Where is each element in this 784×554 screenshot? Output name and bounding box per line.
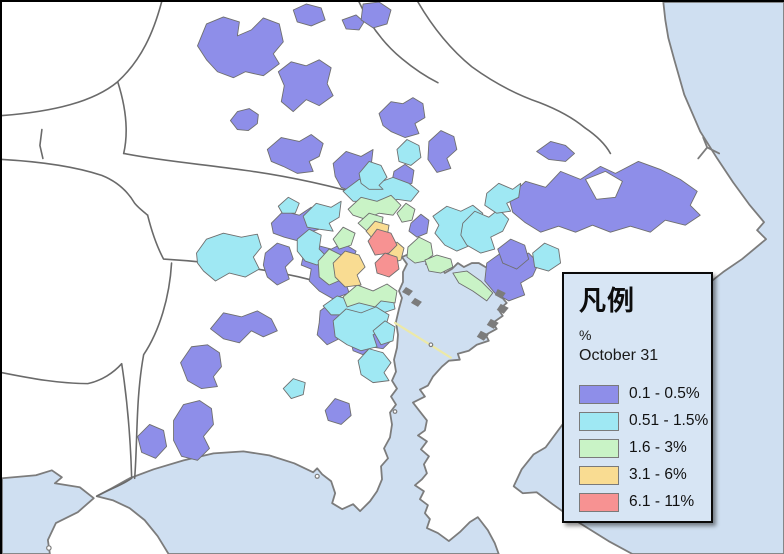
municipality-region[interactable]	[324, 398, 352, 425]
legend-item-label: 0.51 - 1.5%	[629, 412, 709, 430]
municipality-region[interactable]	[358, 160, 388, 190]
municipality-region[interactable]	[460, 208, 510, 254]
municipality-region[interactable]	[347, 194, 402, 220]
municipality-region[interactable]	[357, 348, 392, 384]
island-dot	[392, 409, 398, 414]
municipality-region[interactable]	[292, 3, 326, 27]
municipality-region[interactable]	[196, 232, 262, 282]
municipality-region[interactable]	[408, 213, 430, 238]
legend-swatch	[579, 465, 619, 485]
legend-item: 0.1 - 0.5%	[579, 384, 701, 404]
municipality-region[interactable]	[378, 97, 426, 138]
legend-date-label: October 31	[579, 346, 659, 364]
municipality-region[interactable]	[360, 2, 392, 29]
municipality-region[interactable]	[427, 130, 458, 173]
municipality-region[interactable]	[180, 344, 222, 390]
island-dot	[428, 342, 434, 348]
legend-item-label: 6.1 - 11%	[629, 493, 695, 511]
municipality-region[interactable]	[197, 16, 284, 79]
municipality-region[interactable]	[282, 378, 306, 400]
municipality-region[interactable]	[532, 242, 562, 272]
municipality-region[interactable]	[374, 252, 400, 278]
island-dot	[46, 545, 52, 551]
municipality-region[interactable]	[137, 424, 168, 459]
tokyo-bay-aqua-line	[393, 321, 452, 359]
legend-item: 0.51 - 1.5%	[579, 411, 708, 431]
municipality-region[interactable]	[302, 200, 342, 232]
port-structure	[401, 286, 413, 296]
legend-item-label: 3.1 - 6%	[629, 466, 687, 484]
municipality-region[interactable]	[332, 226, 356, 250]
legend-title: 凡例	[579, 286, 635, 316]
municipality-region[interactable]	[262, 242, 294, 286]
municipality-layer	[137, 2, 701, 461]
legend-unit-label: %	[579, 327, 592, 344]
municipality-region[interactable]	[536, 141, 575, 162]
legend-swatch	[579, 492, 619, 512]
municipality-region[interactable]	[367, 228, 398, 256]
legend-swatch	[579, 438, 619, 458]
municipality-region[interactable]	[210, 310, 278, 344]
port-structure	[486, 318, 499, 329]
municipality-region[interactable]	[332, 250, 366, 288]
legend-swatch	[579, 384, 619, 404]
legend-item: 1.6 - 3%	[579, 438, 701, 458]
municipality-region[interactable]	[372, 320, 396, 346]
port-structure	[410, 297, 422, 307]
legend-item-label: 0.1 - 0.5%	[629, 385, 700, 403]
legend-rows: 0.1 - 0.5% 0.51 - 1.5% 1.6 - 3% 3.1 - 6% 6.1…	[579, 384, 708, 512]
municipality-region[interactable]	[497, 238, 530, 270]
municipality-region[interactable]	[266, 134, 324, 174]
municipality-region[interactable]	[424, 254, 454, 274]
municipality-region[interactable]	[277, 59, 334, 113]
municipality-region[interactable]	[342, 283, 398, 308]
west-izu-coastal-water	[2, 469, 95, 554]
municipality-region[interactable]	[173, 400, 214, 461]
municipality-region[interactable]	[484, 182, 522, 214]
tone-river-mouth	[697, 136, 721, 160]
legend-swatch	[579, 411, 619, 431]
port-structure	[494, 288, 506, 299]
detail-layer	[46, 286, 509, 551]
municipality-region[interactable]	[396, 139, 422, 166]
island-dot	[314, 473, 320, 479]
municipality-region[interactable]	[277, 196, 300, 214]
municipality-region[interactable]	[452, 270, 494, 302]
legend-item-label: 1.6 - 3%	[629, 439, 687, 457]
legend-panel: 凡例 % October 31 0.1 - 0.5% 0.51 - 1.5% 1.6…	[562, 272, 713, 523]
municipality-region[interactable]	[585, 170, 623, 200]
municipality-region[interactable]	[229, 108, 259, 131]
municipality-region[interactable]	[341, 14, 365, 31]
municipality-region[interactable]	[396, 202, 416, 223]
legend-item: 3.1 - 6%	[579, 465, 701, 485]
legend-item: 6.1 - 11%	[579, 492, 701, 512]
